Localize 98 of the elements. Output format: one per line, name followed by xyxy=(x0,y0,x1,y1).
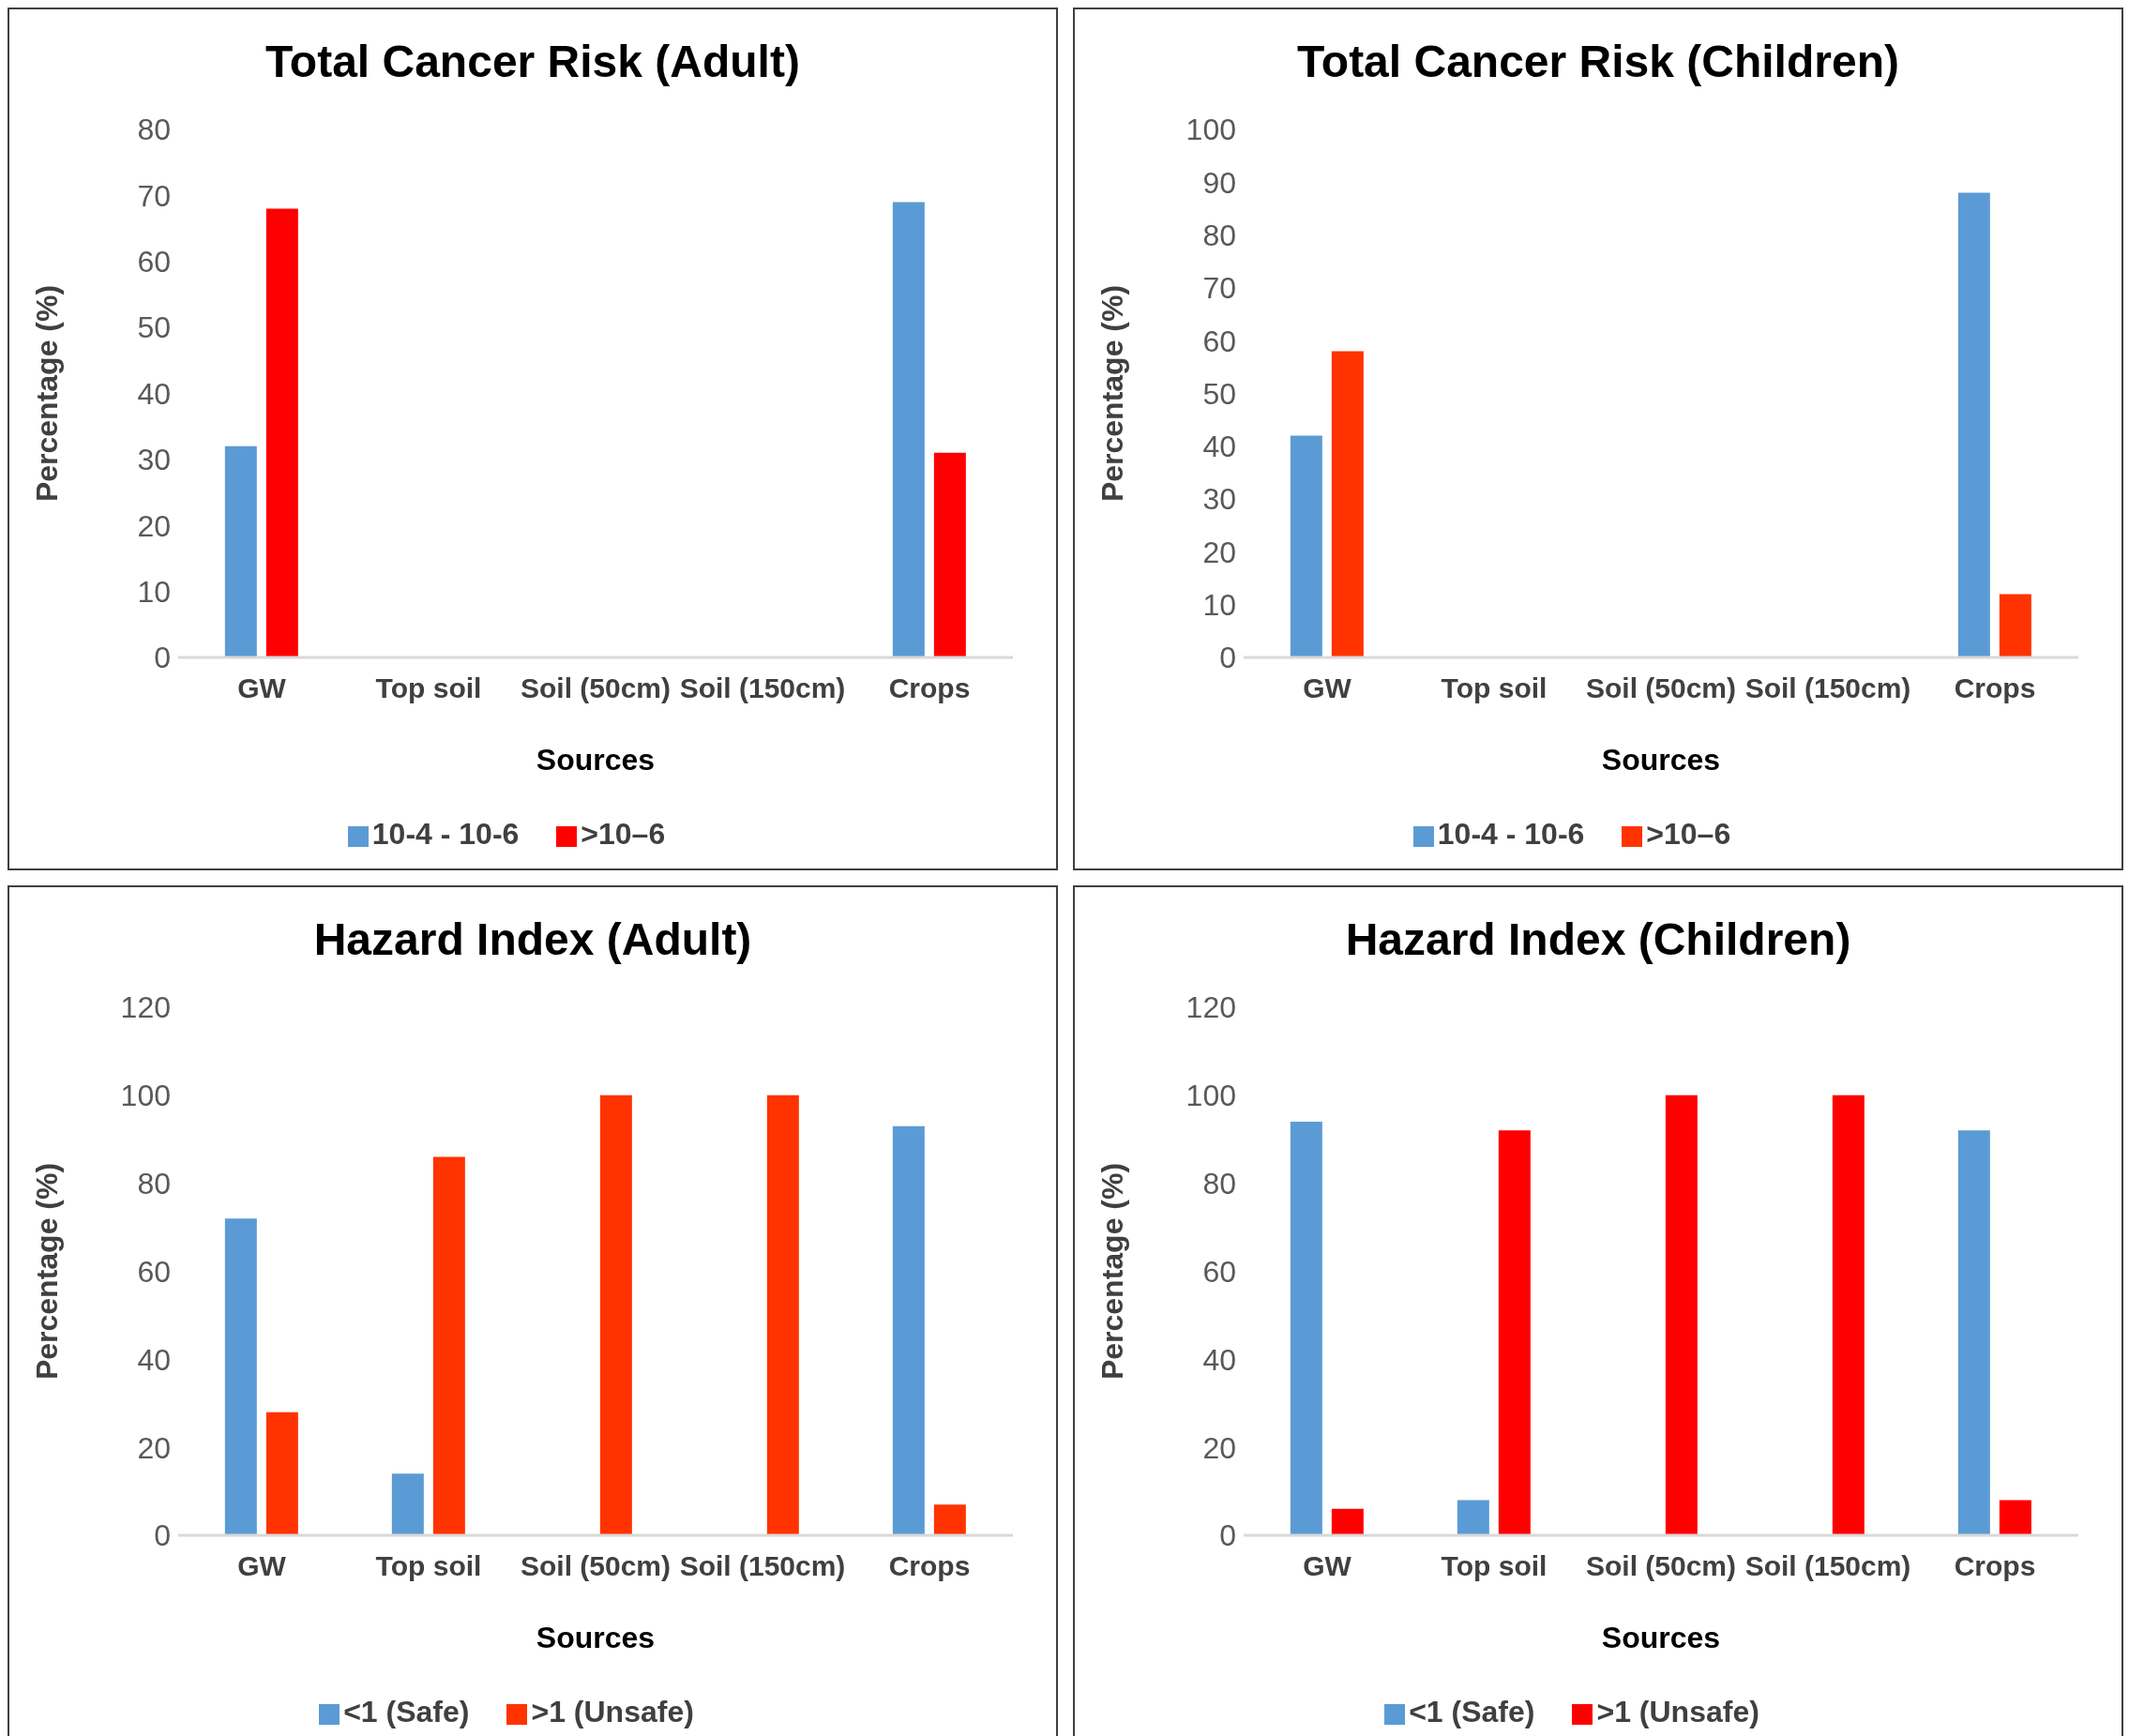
bar xyxy=(933,1504,966,1535)
bar xyxy=(1331,351,1364,657)
bar xyxy=(265,1411,298,1535)
y-tick-label: 80 xyxy=(1202,1167,1236,1201)
y-tick-label: 60 xyxy=(1202,324,1236,358)
y-tick-label: 120 xyxy=(120,990,171,1025)
y-tick-label: 70 xyxy=(137,178,171,213)
x-tick-label: Top soil xyxy=(375,1550,482,1582)
bar xyxy=(1999,594,2031,657)
y-tick-label: 100 xyxy=(120,1079,171,1113)
chart-title: Hazard Index (Children) xyxy=(1344,913,1852,966)
legend-label: >1 (Unsafe) xyxy=(531,1695,694,1728)
bar xyxy=(1457,1500,1489,1535)
x-axis-title: Sources xyxy=(536,1621,656,1654)
bar xyxy=(1290,1121,1322,1535)
bar xyxy=(1957,1130,1990,1535)
bar xyxy=(391,1473,424,1535)
y-tick-label: 0 xyxy=(154,641,171,675)
y-tick-label: 40 xyxy=(1202,1342,1236,1377)
x-axis-title: Sources xyxy=(536,743,656,777)
y-tick-label: 80 xyxy=(137,1167,171,1201)
bar xyxy=(1832,1094,1865,1535)
y-tick-label: 40 xyxy=(137,376,171,411)
bar xyxy=(599,1094,632,1535)
y-tick-label: 20 xyxy=(137,1430,171,1465)
x-tick-label: Crops xyxy=(1954,1550,2036,1582)
x-tick-label: Soil (50cm) xyxy=(1585,1550,1737,1582)
y-tick-label: 20 xyxy=(1202,535,1236,569)
y-tick-label: 50 xyxy=(137,310,171,345)
y-tick-label: 0 xyxy=(1219,1518,1236,1553)
y-tick-label: 100 xyxy=(1185,1079,1236,1113)
bar xyxy=(224,1218,257,1535)
x-tick-label: Crops xyxy=(888,672,971,704)
x-tick-label: GW xyxy=(1303,1550,1352,1582)
x-tick-label: Soil (50cm) xyxy=(520,672,672,704)
bar xyxy=(892,1125,925,1535)
legend-label: 10-4 - 10-6 xyxy=(1437,817,1585,851)
x-tick-label: Crops xyxy=(888,1550,971,1582)
x-tick-label: GW xyxy=(1303,672,1352,704)
bar xyxy=(1498,1130,1531,1535)
legend-label: >10–6 xyxy=(581,817,666,851)
bar xyxy=(1331,1508,1364,1535)
bar xyxy=(766,1094,799,1535)
y-tick-label: 10 xyxy=(1202,588,1236,623)
x-tick-label: Soil (150cm) xyxy=(679,672,846,704)
y-tick-label: 10 xyxy=(137,574,171,609)
legend-label: >10–6 xyxy=(1646,817,1731,851)
x-tick-label: Crops xyxy=(1954,672,2036,704)
y-axis-title: Percentage (%) xyxy=(30,284,65,503)
legend-label: <1 (Safe) xyxy=(343,1695,470,1728)
bar xyxy=(1290,435,1322,657)
bar xyxy=(432,1156,465,1535)
bar xyxy=(1665,1094,1698,1535)
legend-label: <1 (Safe) xyxy=(1409,1695,1535,1728)
x-tick-label: Top soil xyxy=(1441,672,1548,704)
y-tick-label: 70 xyxy=(1202,271,1236,306)
x-axis-title: Sources xyxy=(1601,743,1721,777)
x-tick-label: Top soil xyxy=(375,672,482,704)
y-tick-label: 30 xyxy=(1202,482,1236,517)
y-tick-label: 120 xyxy=(1185,990,1236,1025)
y-tick-label: 80 xyxy=(1202,218,1236,252)
x-tick-label: Soil (150cm) xyxy=(1744,672,1911,704)
bar xyxy=(892,202,925,657)
legend-label: >1 (Unsafe) xyxy=(1596,1695,1759,1728)
bar xyxy=(1999,1500,2031,1535)
bar xyxy=(1957,192,1990,657)
y-tick-label: 60 xyxy=(1202,1254,1236,1289)
y-tick-label: 0 xyxy=(154,1518,171,1553)
y-tick-label: 60 xyxy=(137,1254,171,1289)
y-tick-label: 40 xyxy=(137,1342,171,1377)
y-tick-label: 20 xyxy=(137,508,171,543)
y-tick-label: 80 xyxy=(137,113,171,147)
y-tick-label: 100 xyxy=(1185,113,1236,147)
x-axis-title: Sources xyxy=(1601,1621,1721,1654)
y-tick-label: 30 xyxy=(137,443,171,477)
bar xyxy=(224,445,257,657)
bar xyxy=(933,452,966,657)
chart-title: Hazard Index (Adult) xyxy=(312,913,753,966)
bar xyxy=(265,208,298,657)
x-tick-label: Soil (50cm) xyxy=(1585,672,1737,704)
y-tick-label: 20 xyxy=(1202,1430,1236,1465)
chart-title: Total Cancer Risk (Children) xyxy=(1296,36,1900,88)
x-tick-label: Top soil xyxy=(1441,1550,1548,1582)
chart-title: Total Cancer Risk (Adult) xyxy=(264,36,801,88)
x-tick-label: Soil (150cm) xyxy=(679,1550,846,1582)
y-tick-label: 60 xyxy=(137,245,171,279)
y-axis-title: Percentage (%) xyxy=(1095,1162,1130,1381)
y-axis-title: Percentage (%) xyxy=(30,1162,65,1381)
y-tick-label: 0 xyxy=(1219,641,1236,675)
x-tick-label: Soil (150cm) xyxy=(1744,1550,1911,1582)
x-tick-label: GW xyxy=(237,1550,287,1582)
y-tick-label: 90 xyxy=(1202,165,1236,200)
y-axis-title: Percentage (%) xyxy=(1095,284,1130,503)
y-tick-label: 50 xyxy=(1202,376,1236,411)
y-tick-label: 40 xyxy=(1202,430,1236,464)
legend-label: 10-4 - 10-6 xyxy=(371,817,520,851)
x-tick-label: GW xyxy=(237,672,287,704)
x-tick-label: Soil (50cm) xyxy=(520,1550,672,1582)
